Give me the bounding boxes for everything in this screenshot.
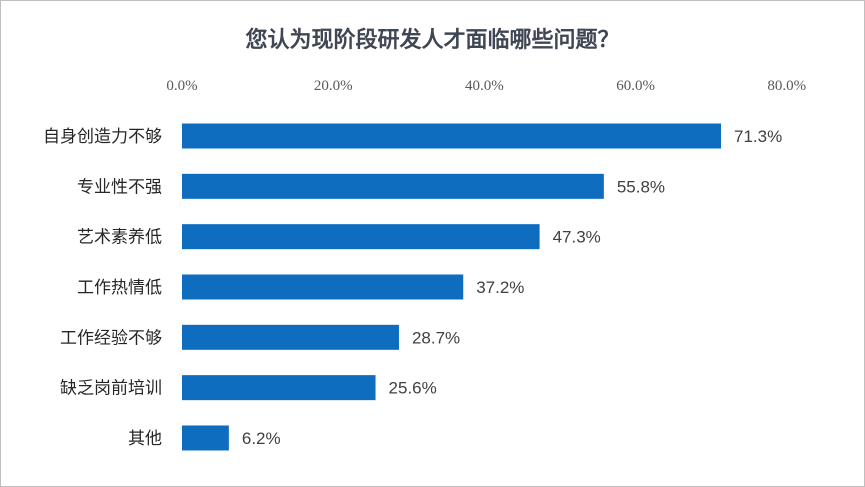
data-label: 37.2% bbox=[476, 278, 524, 297]
x-tick-label: 20.0% bbox=[314, 78, 353, 94]
category-label: 缺乏岗前培训 bbox=[60, 379, 162, 399]
bar bbox=[182, 324, 399, 350]
x-tick-label: 80.0% bbox=[767, 78, 806, 94]
chart-title: 您认为现阶段研发人才面临哪些问题？ bbox=[245, 28, 620, 53]
bar bbox=[182, 224, 540, 250]
x-tick-label: 40.0% bbox=[465, 78, 504, 94]
category-label: 艺术素养低 bbox=[77, 228, 162, 248]
bar bbox=[182, 425, 229, 451]
bar bbox=[182, 173, 604, 199]
data-label: 55.8% bbox=[617, 177, 665, 196]
x-tick-label: 0.0% bbox=[166, 78, 197, 94]
bar bbox=[182, 375, 376, 401]
bar bbox=[182, 274, 464, 300]
category-label: 专业性不强 bbox=[77, 177, 162, 197]
data-label: 71.3% bbox=[734, 127, 782, 146]
category-label: 工作热情低 bbox=[77, 278, 162, 298]
category-label: 其他 bbox=[128, 429, 162, 449]
data-label: 25.6% bbox=[389, 379, 437, 398]
bar bbox=[182, 123, 722, 149]
data-label: 28.7% bbox=[412, 328, 460, 347]
data-label: 47.3% bbox=[553, 228, 601, 247]
data-label: 6.2% bbox=[242, 429, 281, 448]
category-label: 自身创造力不够 bbox=[43, 127, 162, 147]
category-label: 工作经验不够 bbox=[60, 328, 162, 348]
x-tick-label: 60.0% bbox=[616, 78, 655, 94]
